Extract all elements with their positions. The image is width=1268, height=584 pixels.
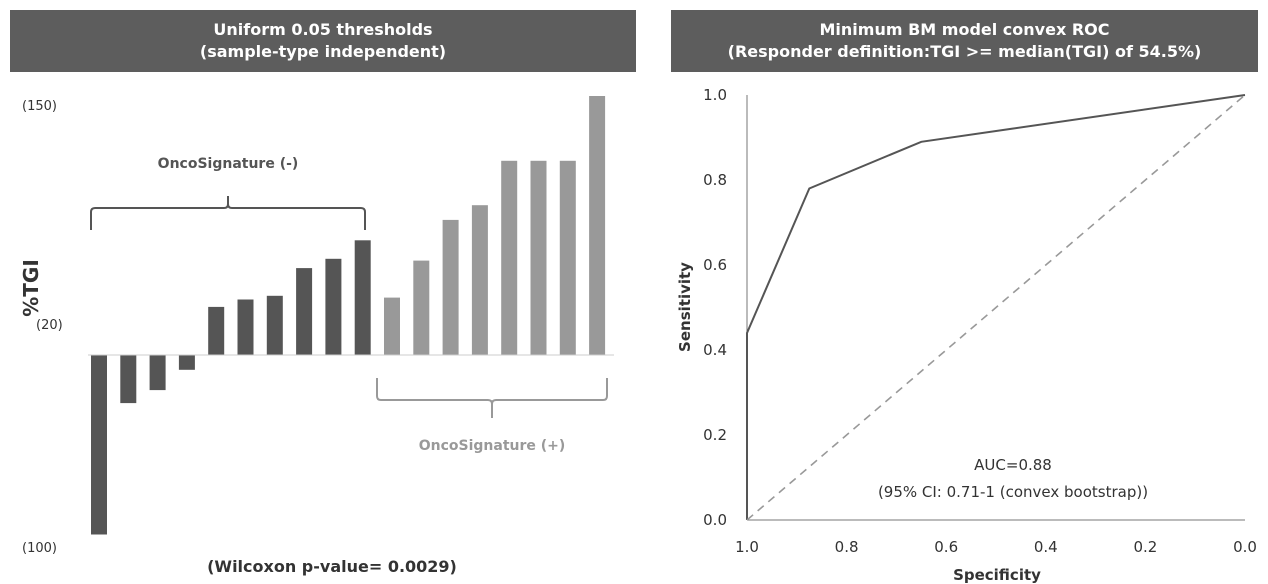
group-negative-label: OncoSignature (-) — [158, 156, 299, 172]
bar-positive-6 — [559, 160, 576, 356]
roc-xtick-group: 1.0 0.8 0.6 0.4 0.2 0.0 — [735, 538, 1257, 556]
brace-negative — [90, 196, 366, 230]
roc-ytick-2: 0.6 — [703, 256, 727, 274]
wilcoxon-footnote: (Wilcoxon p-value= 0.0029) — [207, 557, 457, 576]
roc-ytick-3: 0.4 — [703, 341, 727, 359]
roc-line-group — [746, 94, 1246, 521]
roc-ytick-0: 1.0 — [703, 86, 727, 104]
bar-positive-3 — [471, 205, 488, 355]
roc-xtick-0: 1.0 — [735, 538, 759, 556]
left-title-line1: Uniform 0.05 thresholds — [213, 20, 433, 39]
right-panel-title: Minimum BM model convex ROC (Responder d… — [671, 10, 1258, 72]
right-title-line2: (Responder definition:TGI >= median(TGI)… — [727, 42, 1202, 61]
bar-negative-7 — [296, 268, 313, 356]
left-ytick-top: (150) — [22, 99, 57, 114]
right-title-line1: Minimum BM model convex ROC — [819, 20, 1110, 39]
ci-annotation: (95% CI: 0.71-1 (convex bootstrap)) — [878, 483, 1148, 501]
left-ytick-bottom: (100) — [22, 541, 57, 556]
bar-negative-2 — [149, 355, 166, 391]
brace-positive — [376, 378, 608, 418]
roc-ytick-group: 1.0 0.8 0.6 0.4 0.2 0.0 — [703, 86, 727, 529]
left-ytick-mid: (20) — [36, 318, 63, 333]
bar-negative-5 — [237, 299, 254, 355]
bar-positive-5 — [530, 160, 547, 356]
bar-negative-3 — [178, 355, 195, 370]
bar-negative-9 — [354, 240, 371, 355]
bar-negative-6 — [266, 295, 283, 355]
left-title-line2: (sample-type independent) — [199, 42, 447, 61]
roc-xtick-1: 0.8 — [835, 538, 859, 556]
bar-positive-0 — [384, 297, 400, 355]
bar-positive-4 — [501, 160, 518, 356]
auc-annotation: AUC=0.88 — [974, 456, 1052, 474]
bar-negative-4 — [208, 306, 225, 355]
roc-ytick-5: 0.0 — [703, 511, 727, 529]
roc-xtick-3: 0.4 — [1034, 538, 1058, 556]
chance-diagonal — [746, 94, 1246, 521]
bar-group — [91, 96, 606, 535]
roc-xtick-4: 0.2 — [1133, 538, 1157, 556]
bar-positive-7 — [589, 96, 606, 355]
roc-curve — [746, 94, 1246, 520]
bar-positive-2 — [442, 219, 459, 355]
roc-ylabel: Sensitivity — [676, 262, 694, 352]
roc-xtick-2: 0.6 — [934, 538, 958, 556]
bar-negative-1 — [120, 355, 137, 404]
bar-negative-0 — [91, 355, 107, 535]
group-positive-label: OncoSignature (+) — [419, 438, 566, 454]
bar-negative-8 — [325, 258, 342, 355]
left-ylabel: %TGI — [19, 259, 43, 317]
roc-xtick-5: 0.0 — [1233, 538, 1257, 556]
roc-ytick-1: 0.8 — [703, 171, 727, 189]
roc-xlabel: Specificity — [953, 566, 1041, 584]
roc-plot: 1.0 0.8 0.6 0.4 0.2 0.0 1.0 0.8 0.6 0.4 0.2 0.0 — [703, 86, 1257, 556]
bar-positive-1 — [413, 260, 430, 355]
roc-ytick-4: 0.2 — [703, 426, 727, 444]
left-panel-title: Uniform 0.05 thresholds (sample-type ind… — [10, 10, 636, 72]
